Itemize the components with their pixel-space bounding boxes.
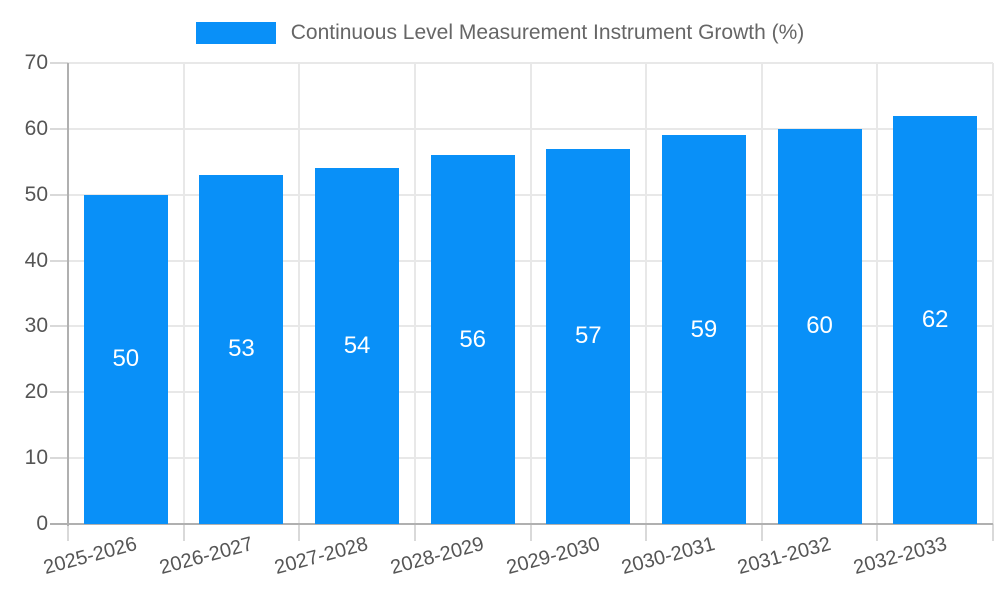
- x-axis-tick: [182, 524, 185, 541]
- y-axis-label: 0: [36, 512, 48, 535]
- x-gridline: [182, 63, 185, 524]
- x-axis-label: 2027-2028: [272, 533, 371, 580]
- x-axis-label: 2030-2031: [619, 533, 718, 580]
- x-gridline: [529, 63, 532, 524]
- chart-legend[interactable]: Continuous Level Measurement Instrument …: [0, 21, 1000, 45]
- x-axis-tick: [760, 524, 763, 541]
- bar[interactable]: 53: [199, 174, 284, 524]
- x-gridline: [645, 63, 648, 524]
- bar[interactable]: 50: [83, 194, 168, 524]
- bar[interactable]: 59: [661, 135, 746, 524]
- bar[interactable]: 60: [777, 128, 862, 524]
- bar[interactable]: 57: [546, 148, 631, 524]
- x-gridline: [992, 63, 994, 524]
- y-axis-line: [67, 63, 69, 526]
- y-axis-label: 30: [24, 314, 48, 338]
- x-axis-tick: [298, 524, 301, 541]
- y-axis-label: 70: [24, 51, 48, 74]
- x-gridline: [413, 63, 416, 524]
- bar-value-label: 59: [690, 315, 718, 343]
- y-axis-label: 40: [24, 248, 48, 272]
- bar-value-label: 53: [228, 335, 255, 363]
- bar-value-label: 54: [343, 332, 371, 360]
- bar[interactable]: 54: [315, 168, 400, 524]
- bar-value-label: 62: [921, 305, 949, 333]
- y-axis-tick: [50, 325, 68, 328]
- y-axis-label: 60: [24, 116, 48, 140]
- x-axis-label: 2026-2027: [157, 533, 256, 580]
- x-axis-label: 2029-2030: [503, 533, 603, 580]
- x-gridline: [876, 63, 879, 524]
- legend-swatch: [195, 22, 276, 44]
- x-axis-label: 2032-2033: [850, 533, 949, 580]
- bar-value-label: 50: [112, 345, 140, 373]
- y-axis-tick: [50, 457, 68, 460]
- x-gridline: [298, 63, 301, 524]
- x-axis-tick: [529, 524, 532, 541]
- x-axis-label: 2025-2026: [41, 533, 140, 580]
- x-axis-label: 2028-2029: [388, 533, 487, 580]
- x-axis-tick: [67, 524, 69, 541]
- y-axis-label: 20: [24, 380, 48, 404]
- y-axis-tick: [50, 259, 68, 262]
- x-axis-tick: [992, 524, 994, 541]
- x-axis-tick: [876, 524, 879, 541]
- x-gridline: [760, 63, 763, 524]
- x-axis-tick: [413, 524, 416, 541]
- x-axis-label: 2031-2032: [735, 533, 834, 580]
- x-axis-line: [50, 523, 993, 525]
- bar[interactable]: 56: [430, 155, 515, 524]
- y-axis-tick: [50, 391, 68, 394]
- bar-value-label: 56: [459, 325, 487, 353]
- y-axis-label: 50: [24, 182, 48, 206]
- y-axis-tick: [50, 127, 68, 130]
- y-axis-tick: [50, 193, 68, 196]
- x-axis-tick: [645, 524, 648, 541]
- y-axis-tick: [50, 62, 68, 64]
- y-axis-label: 10: [24, 446, 48, 470]
- bar-value-label: 57: [574, 322, 602, 350]
- legend-label: Continuous Level Measurement Instrument …: [290, 21, 805, 44]
- bar[interactable]: 62: [893, 115, 978, 524]
- bar-value-label: 60: [806, 312, 833, 340]
